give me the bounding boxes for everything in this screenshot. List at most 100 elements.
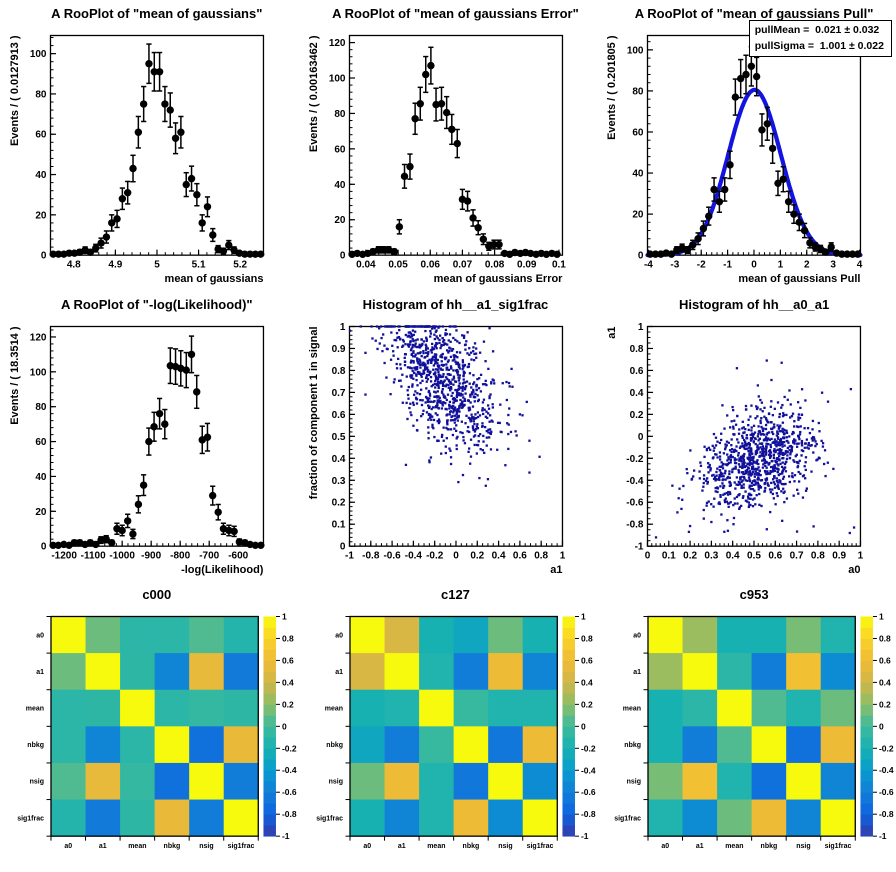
svg-text:0.1: 0.1 [331, 519, 345, 530]
pad-correlation-c953[interactable]: c953 a0 a0 a1 a1 mean mean nbkg nbkg nsig nsig sig… [597, 581, 896, 872]
svg-text:-0.4: -0.4 [627, 475, 645, 486]
svg-text:0.2: 0.2 [581, 700, 593, 710]
svg-text:1: 1 [858, 550, 864, 561]
svg-text:-0.4: -0.4 [879, 766, 894, 776]
svg-text:a1: a1 [36, 669, 44, 676]
pad-rooplot-mean-of-gaussians[interactable]: A RooPlot of "mean of gaussians" 4.8 4.9 5… [0, 0, 299, 291]
svg-text:100: 100 [30, 49, 47, 60]
svg-text:Events / ( 0.00163462 ): Events / ( 0.00163462 ) [308, 35, 320, 152]
svg-text:0.6: 0.6 [513, 550, 527, 561]
svg-text:100: 100 [627, 45, 644, 56]
svg-text:0.1: 0.1 [552, 260, 566, 271]
pad-histogram-a0-a1[interactable]: Histogram of hh__a0_a1 0 0.1 0.2 0.3 0.4 0.5 0… [597, 291, 896, 582]
svg-text:1: 1 [879, 612, 884, 622]
a1-sig1frac-scatter: -1 -0.8 -0.6 -0.4 -0.2 0 0.2 0.4 0.6 0.8 1 0 0.1 0.2 0… [308, 322, 566, 576]
svg-text:sig1frac: sig1frac [17, 816, 44, 823]
svg-text:0.6: 0.6 [769, 550, 783, 561]
svg-text:-3: -3 [671, 260, 680, 271]
svg-text:1: 1 [559, 550, 565, 561]
svg-text:0: 0 [282, 722, 287, 732]
c000-heatmap: a0 a0 a1 a1 mean mean nbkg nbkg nsig nsig sig1frac… [17, 612, 297, 851]
pad-title: Histogram of hh__a0_a1 [678, 296, 830, 312]
svg-text:0.4: 0.4 [581, 678, 593, 688]
pad-title: A RooPlot of "mean of gaussians" [51, 6, 263, 21]
svg-text:0.3: 0.3 [331, 475, 345, 486]
pad-title: Histogram of hh__a1_sig1frac [362, 296, 549, 312]
svg-text:a0: a0 [634, 633, 642, 640]
svg-text:-log(Likelihood): -log(Likelihood) [181, 564, 264, 576]
svg-text:0.07: 0.07 [452, 260, 472, 271]
svg-text:-1: -1 [879, 831, 887, 841]
svg-text:sig1frac: sig1frac [526, 843, 553, 850]
svg-text:Events / ( 18.3514 ): Events / ( 18.3514 ) [9, 326, 21, 425]
svg-text:0.6: 0.6 [282, 656, 294, 666]
svg-text:-1200: -1200 [51, 550, 77, 561]
svg-text:0.8: 0.8 [534, 550, 548, 561]
svg-text:0.4: 0.4 [282, 678, 294, 688]
pad-rooplot-mean-of-gaussians-error[interactable]: A RooPlot of "mean of gaussians Error" 0… [299, 0, 598, 291]
svg-text:-1: -1 [345, 550, 354, 561]
svg-text:-0.4: -0.4 [282, 766, 297, 776]
svg-text:4.9: 4.9 [108, 260, 122, 271]
svg-text:0: 0 [453, 550, 459, 561]
svg-text:-0.8: -0.8 [627, 519, 645, 530]
svg-text:nbkg: nbkg [761, 843, 778, 850]
svg-text:60: 60 [35, 437, 47, 448]
svg-text:nbkg: nbkg [625, 742, 642, 749]
svg-text:-0.4: -0.4 [581, 766, 596, 776]
svg-text:0.1: 0.1 [662, 550, 676, 561]
svg-text:0.8: 0.8 [811, 550, 825, 561]
svg-text:-0.2: -0.2 [879, 744, 894, 754]
svg-text:nbkg: nbkg [462, 843, 479, 850]
svg-text:40: 40 [35, 472, 47, 483]
svg-text:0.08: 0.08 [485, 260, 505, 271]
svg-text:mean of gaussians Error: mean of gaussians Error [433, 273, 563, 285]
pad-histogram-a1-sig1frac[interactable]: Histogram of hh__a1_sig1frac -1 -0.8 -0.6-… [299, 291, 598, 582]
svg-text:a1: a1 [335, 669, 343, 676]
svg-text:100: 100 [30, 367, 47, 378]
svg-text:-0.8: -0.8 [879, 810, 894, 820]
svg-text:0.5: 0.5 [747, 550, 761, 561]
svg-text:0.5: 0.5 [331, 431, 345, 442]
svg-text:nsig: nsig [328, 779, 342, 786]
svg-text:mean: mean [623, 706, 641, 713]
svg-text:2: 2 [804, 260, 810, 271]
svg-text:20: 20 [334, 215, 346, 226]
svg-text:-0.2: -0.2 [426, 550, 444, 561]
svg-text:0.8: 0.8 [282, 634, 294, 644]
svg-text:-0.8: -0.8 [581, 810, 596, 820]
pad-correlation-c000[interactable]: c000 a0 a0 a1 a1 mean mean nbkg nbkg nsig nsig sig… [0, 581, 299, 872]
svg-text:4: 4 [857, 260, 863, 271]
mean-of-gaussians-error-plot: 0.04 0.05 0.06 0.07 0.08 0.09 0.1 0 20 40 60 80 100 1… [308, 34, 566, 285]
svg-text:sig1frac: sig1frac [316, 816, 343, 823]
svg-text:0.2: 0.2 [282, 700, 294, 710]
pad-correlation-c127[interactable]: c127 a0 a0 a1 a1 mean mean nbkg nbkg nsig nsig sig… [299, 581, 598, 872]
svg-text:0.8: 0.8 [331, 366, 345, 377]
svg-text:-1: -1 [723, 260, 732, 271]
svg-text:0: 0 [41, 541, 47, 552]
svg-text:120: 120 [30, 332, 47, 343]
mean-of-gaussians-plot: 4.8 4.9 5 5.1 5.2 0 20 40 60 80 100 mean of gaussia… [9, 34, 265, 285]
svg-text:0.09: 0.09 [517, 260, 537, 271]
svg-text:0.04: 0.04 [356, 260, 376, 271]
svg-text:0.6: 0.6 [581, 656, 593, 666]
pad-rooplot-mean-of-gaussians-pull[interactable]: A RooPlot of "mean of gaussians Pull" -4… [597, 0, 896, 291]
svg-text:mean: mean [128, 843, 146, 850]
svg-text:sig1frac: sig1frac [825, 843, 852, 850]
svg-text:mean: mean [26, 706, 44, 713]
svg-text:a0: a0 [662, 843, 670, 850]
svg-text:-800: -800 [170, 550, 190, 561]
svg-text:nsig: nsig [797, 843, 811, 850]
svg-text:nsig: nsig [627, 779, 641, 786]
svg-text:nsig: nsig [30, 779, 44, 786]
svg-text:0.7: 0.7 [331, 388, 345, 399]
svg-text:40: 40 [334, 180, 346, 191]
svg-text:-0.4: -0.4 [404, 550, 422, 561]
pad-rooplot-neg-log-likelihood[interactable]: A RooPlot of "-log(Likelihood)" -1200 -11… [0, 291, 299, 582]
pad-title: c127 [440, 587, 470, 603]
svg-text:Events / ( 0.0127913 ): Events / ( 0.0127913 ) [9, 35, 21, 146]
svg-text:-1: -1 [282, 831, 290, 841]
svg-text:0.9: 0.9 [331, 344, 345, 355]
